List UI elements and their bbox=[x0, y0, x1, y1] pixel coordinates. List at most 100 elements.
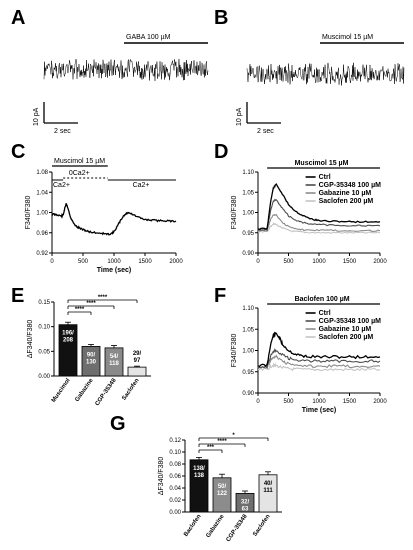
x-tick-label: 1000 bbox=[107, 259, 121, 265]
x-tick-label: 500 bbox=[78, 259, 89, 265]
drug-label: Baclofen 100 µM bbox=[295, 296, 350, 303]
calcium-label-right: Ca2+ bbox=[133, 182, 150, 189]
x-tick-label: 0 bbox=[50, 259, 54, 265]
legend-entry: Gabazine 10 µM bbox=[319, 326, 372, 333]
y-tick-label: 1.04 bbox=[36, 190, 48, 196]
x-tick-label: 1500 bbox=[343, 259, 357, 265]
category-label: Gabazine bbox=[205, 513, 226, 539]
panel-label-c: C bbox=[11, 141, 25, 163]
y-tick-label: 0.00 bbox=[38, 374, 50, 380]
bar-label: 122 bbox=[217, 491, 228, 497]
panel-label-f: F bbox=[214, 285, 226, 307]
y-tick-label: 0.10 bbox=[169, 450, 181, 456]
panel-label-a: A bbox=[11, 7, 25, 29]
panel-label-g: G bbox=[110, 413, 126, 435]
y-tick-label: 0.04 bbox=[169, 486, 181, 492]
bar-label: 111 bbox=[263, 488, 273, 494]
legend-entry: CGP-35348 100 µM bbox=[319, 318, 382, 325]
scale-label-y-b: 10 pA bbox=[236, 107, 243, 126]
y-tick-label: 0.95 bbox=[242, 370, 254, 376]
y-tick-label: 1.00 bbox=[242, 211, 254, 217]
significance-label: **** bbox=[86, 301, 96, 307]
y-tick-label: 0.90 bbox=[242, 251, 254, 257]
y-axis-label: ΔF340/F380 bbox=[158, 457, 165, 496]
y-tick-label: 0.08 bbox=[169, 462, 181, 468]
series-line bbox=[257, 198, 381, 232]
series-line bbox=[51, 203, 177, 236]
y-tick-label: 0.12 bbox=[169, 438, 181, 444]
y-axis-label: F340/F380 bbox=[25, 195, 32, 229]
y-tick-label: 1.05 bbox=[242, 190, 254, 196]
category-label: Saclofen bbox=[252, 513, 271, 537]
bar-label: 54/ bbox=[110, 354, 119, 360]
bar-label: 97 bbox=[134, 358, 141, 364]
bar-label: 50/ bbox=[218, 484, 227, 490]
chart-g: 0.00 0.02 0.04 0.06 0.08 0.10 0.12 ΔF340/F380 13… bbox=[158, 433, 282, 543]
y-tick-label: 0.90 bbox=[242, 391, 254, 397]
series-line bbox=[257, 213, 381, 232]
y-tick-label: 1.00 bbox=[242, 349, 254, 355]
drug-label: Muscimol 15 µM bbox=[295, 160, 349, 167]
panel-a: GABA 100 µM 10 pA 2 sec bbox=[33, 34, 209, 135]
y-tick-label: 1.10 bbox=[242, 170, 254, 176]
legend-entry: Ctrl bbox=[319, 310, 331, 317]
bar bbox=[127, 366, 147, 377]
bar-label: 29/ bbox=[133, 351, 142, 357]
series-line bbox=[257, 347, 381, 370]
x-tick-label: 0 bbox=[256, 259, 260, 265]
drug-label-c: Muscimol 15 µM bbox=[54, 158, 105, 165]
x-axis-label: Time (sec) bbox=[97, 267, 132, 274]
drug-label-b: Muscimol 15 µM bbox=[322, 34, 373, 41]
y-axis-label: ΔF340/F380 bbox=[27, 320, 34, 359]
chart-d: 0.90 0.95 1.00 1.05 1.10 0 500 1000 1500 2000 F340… bbox=[231, 160, 387, 265]
current-trace-a bbox=[43, 58, 209, 81]
panel-label-b: B bbox=[214, 7, 228, 29]
y-tick-label: 0.96 bbox=[36, 231, 48, 237]
current-trace-b bbox=[246, 62, 405, 86]
x-tick-label: 500 bbox=[283, 259, 294, 265]
legend-entry: Ctrl bbox=[319, 174, 331, 181]
y-tick-label: 1.08 bbox=[36, 170, 48, 176]
drug-label-a: GABA 100 µM bbox=[126, 34, 171, 41]
y-tick-label: 0.02 bbox=[169, 498, 181, 504]
chart-e: 0.00 0.05 0.10 0.15 ΔF340/F380 196/208 Muscimo… bbox=[27, 295, 151, 407]
scale-label-x-a: 2 sec bbox=[54, 128, 71, 135]
scale-label-x-b: 2 sec bbox=[257, 128, 274, 135]
y-tick-label: 0.05 bbox=[38, 349, 50, 355]
x-tick-label: 1500 bbox=[138, 259, 152, 265]
zero-calcium-label: 0Ca2+ bbox=[69, 170, 90, 177]
y-axis-label: F340/F380 bbox=[231, 333, 238, 367]
x-tick-label: 0 bbox=[256, 399, 260, 405]
x-tick-label: 2000 bbox=[169, 259, 183, 265]
significance-label: **** bbox=[98, 295, 108, 301]
panel-label-e: E bbox=[11, 285, 24, 307]
y-tick-label: 1.00 bbox=[36, 211, 48, 217]
category-label: Saclofen bbox=[121, 377, 140, 401]
y-tick-label: 0.00 bbox=[169, 510, 181, 516]
bar-label: 138/ bbox=[193, 466, 205, 472]
y-tick-label: 0.10 bbox=[38, 325, 50, 331]
significance-label: **** bbox=[75, 307, 85, 313]
legend-entry: Gabazine 10 µM bbox=[319, 190, 372, 197]
category-label: Muscimol bbox=[51, 377, 72, 403]
bar-label: 63 bbox=[242, 506, 249, 512]
x-tick-label: 2000 bbox=[373, 259, 387, 265]
y-tick-label: 0.15 bbox=[38, 300, 50, 306]
bar-label: 138 bbox=[194, 473, 205, 479]
panel-label-d: D bbox=[214, 141, 228, 163]
series-line bbox=[257, 183, 381, 230]
bar-label: 196/ bbox=[62, 331, 74, 337]
x-tick-label: 1000 bbox=[312, 399, 326, 405]
significance-label: **** bbox=[217, 439, 227, 445]
chart-c: 0.92 0.96 1.00 1.04 1.08 0 500 1000 1500 2000 Time… bbox=[25, 158, 183, 274]
y-tick-label: 0.92 bbox=[36, 251, 48, 257]
series-line bbox=[257, 354, 381, 369]
series-line bbox=[258, 222, 381, 234]
category-label: Gabazine bbox=[74, 377, 95, 403]
series-line bbox=[257, 362, 381, 372]
bar-label: 208 bbox=[63, 338, 74, 344]
x-tick-label: 2000 bbox=[373, 399, 387, 405]
panel-b: Muscimol 15 µM 10 pA 2 sec bbox=[236, 34, 405, 135]
y-tick-label: 0.06 bbox=[169, 474, 181, 480]
